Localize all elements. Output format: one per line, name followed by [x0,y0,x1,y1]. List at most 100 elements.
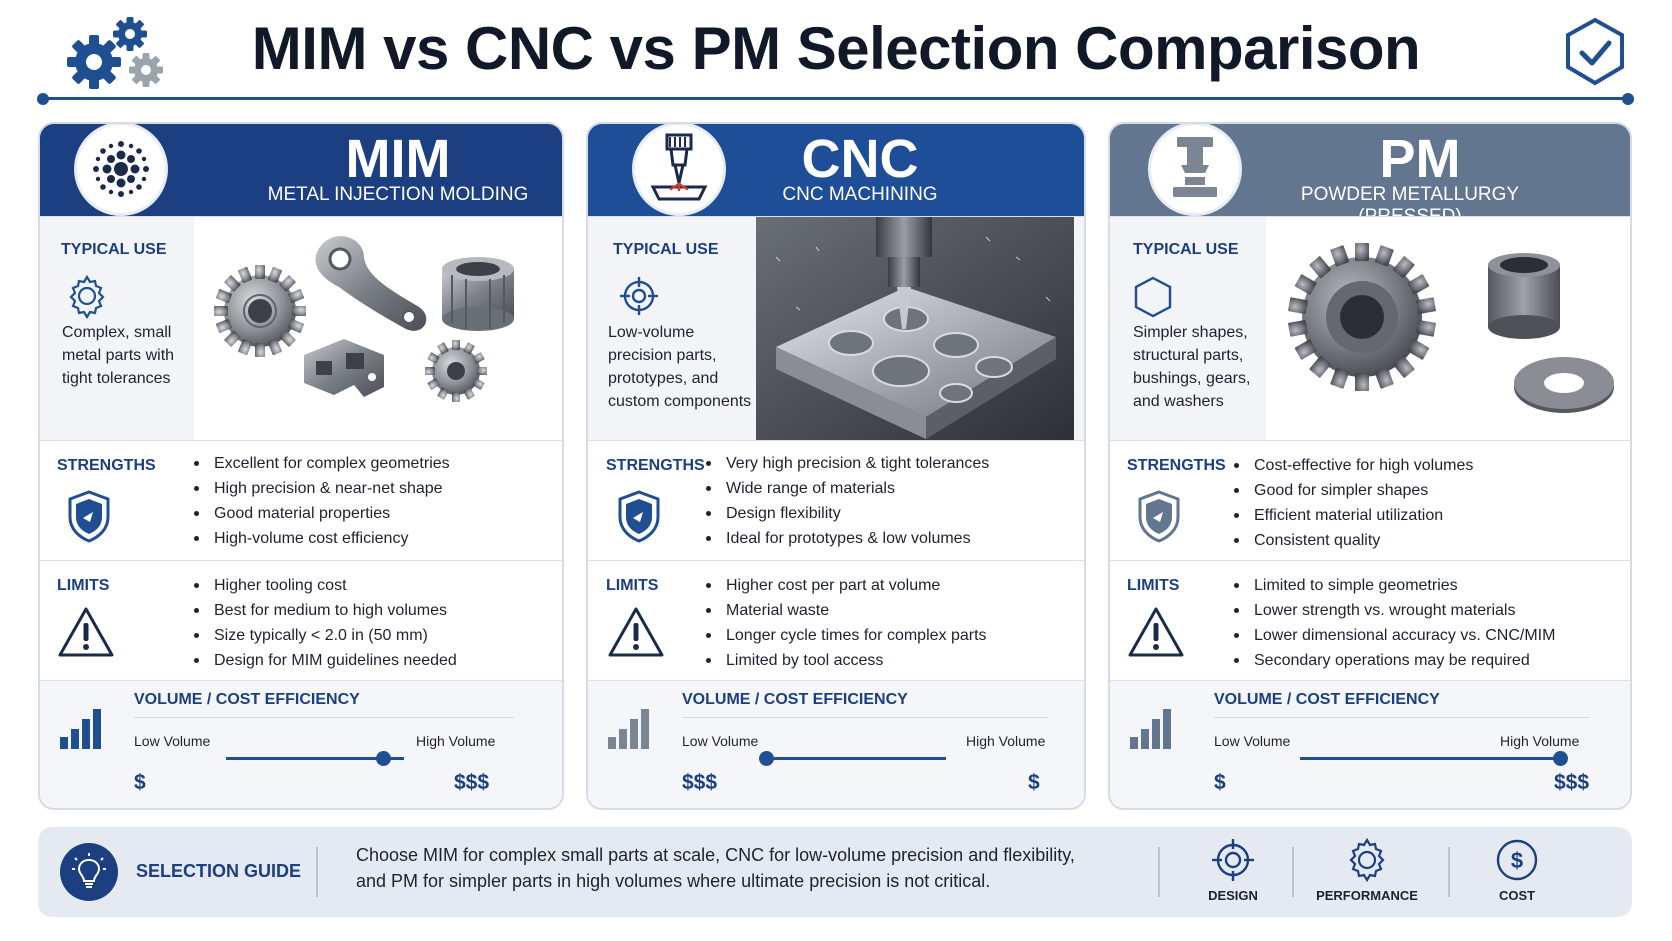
high-cost-label: $$$ [1554,771,1590,794]
list-item: Lower dimensional accuracy vs. CNC/MIM [1232,623,1555,648]
list-item: Very high precision & tight tolerances [704,451,989,476]
shield-icon [1136,489,1182,548]
strengths-section: STRENGTHS Very high precision & tight to… [588,440,1084,560]
volume-slider-track [766,757,946,760]
card-title: MIM [345,129,451,189]
list-item: Best for medium to high volumes [192,598,457,623]
volume-cost-section: VOLUME / COST EFFICIENCY Low Volume High… [588,680,1084,808]
bar-chart-icon [1128,705,1176,756]
strengths-section: STRENGTHS Excellent for complex geometri… [40,440,562,560]
limits-label: LIMITS [57,577,110,594]
card-header: CNC CNC MACHINING [588,124,1084,216]
list-item: Secondary operations may be required [1232,648,1555,673]
strengths-section: STRENGTHS Cost-effective for high volume… [1110,440,1630,560]
gear-outline-icon [64,273,110,324]
strengths-list: Cost-effective for high volumes Good for… [1232,453,1473,553]
svg-text:$: $ [1511,848,1523,873]
criteria-design-label: DESIGN [1208,888,1258,903]
high-volume-label: High Volume [416,733,496,749]
gears-icon [62,14,172,94]
typical-use-text: Simpler shapes, structural parts, bushin… [1133,324,1251,410]
limits-section: LIMITS Higher cost per part at volume Ma… [588,560,1084,680]
card-header: PM POWDER METALLURGY (PRESSED) [1110,124,1630,227]
typical-use-text: Complex, small metal parts with tight to… [62,324,175,387]
typical-use-section: TYPICAL USE Low-volume precision parts, … [588,216,1084,441]
card-subtitle: CNC MACHINING [782,184,938,205]
list-item: Ideal for prototypes & low volumes [704,526,989,551]
volume-cost-label: VOLUME / COST EFFICIENCY [1214,691,1440,708]
limits-section: LIMITS Limited to simple geometries Lowe… [1110,560,1630,680]
card-title: PM [1379,129,1461,189]
list-item: Design for MIM guidelines needed [192,648,457,673]
divider [1158,847,1160,897]
strengths-list: Very high precision & tight tolerances W… [704,451,989,551]
card-title: CNC [801,129,919,189]
list-item: Cost-effective for high volumes [1232,453,1473,478]
lightbulb-icon [60,843,118,901]
shield-icon [616,489,662,548]
card-subtitle: METAL INJECTION MOLDING [267,184,529,205]
volume-slider-knob [375,751,391,766]
list-item: Higher cost per part at volume [704,573,987,598]
press-icon [1148,124,1242,216]
list-item: Material waste [704,598,987,623]
typical-use-label: TYPICAL USE [613,241,719,258]
strengths-list: Excellent for complex geometries High pr… [192,451,450,551]
list-item: Wide range of materials [704,476,989,501]
mim-metal-parts-photo [194,217,562,441]
list-item: Longer cycle times for complex parts [704,623,987,648]
low-volume-label: Low Volume [682,733,759,749]
limits-section: LIMITS Higher tooling cost Best for medi… [40,560,562,680]
shield-icon [66,489,112,548]
low-cost-label: $ [1214,771,1226,794]
list-item: Good for simpler shapes [1232,478,1473,503]
limits-label: LIMITS [1127,577,1180,594]
limits-list: Higher cost per part at volume Material … [704,573,987,673]
typical-use-label: TYPICAL USE [1133,241,1239,258]
bar-chart-icon [58,705,106,756]
strengths-label: STRENGTHS [606,457,705,474]
divider [1292,847,1294,897]
criteria-cost-label: COST [1498,888,1536,903]
list-item: Size typically < 2.0 in (50 mm) [192,623,457,648]
volume-slider-knob [759,751,774,766]
volume-cost-section: VOLUME / COST EFFICIENCY Low Volume High… [1110,680,1630,808]
list-item: Efficient material utilization [1232,503,1473,528]
card-pm: PM POWDER METALLURGY (PRESSED) TYPICAL U… [1108,122,1632,810]
list-item: Excellent for complex geometries [192,451,450,476]
selection-guide-bar: SELECTION GUIDE Choose MIM for complex s… [38,827,1632,917]
low-cost-label: $$$ [682,771,718,794]
divider [316,847,318,897]
high-volume-label: High Volume [966,733,1046,749]
title-divider [42,97,1629,100]
list-item: Good material properties [192,501,450,526]
selection-guide-label: SELECTION GUIDE [136,861,302,881]
card-header: MIM METAL INJECTION MOLDING [40,124,562,216]
low-volume-label: Low Volume [1214,733,1291,749]
volume-cost-label: VOLUME / COST EFFICIENCY [134,691,360,708]
divider [682,717,1048,718]
card-mim: MIM METAL INJECTION MOLDING TYPICAL USE … [38,122,564,810]
low-cost-label: $ [134,771,146,794]
high-volume-label: High Volume [1500,733,1580,749]
hexagon-icon [1132,275,1174,324]
bar-chart-icon [606,705,654,756]
divider-dot-right [1622,93,1634,105]
strengths-label: STRENGTHS [1127,457,1226,474]
list-item: Design flexibility [704,501,989,526]
list-item: Limited by tool access [704,648,987,673]
criteria-performance-label: PERFORMANCE [1316,888,1418,903]
typical-use-label: TYPICAL USE [61,241,167,258]
guide-text-line-1: Choose MIM for complex small parts at sc… [356,845,1075,865]
list-item: Consistent quality [1232,528,1473,553]
volume-cost-label: VOLUME / COST EFFICIENCY [682,691,908,708]
warning-icon [606,605,666,666]
volume-slider-track [226,757,404,760]
limits-list: Limited to simple geometries Lower stren… [1232,573,1555,673]
divider [1448,847,1450,897]
list-item: Limited to simple geometries [1232,573,1555,598]
warning-icon [56,605,116,666]
divider [134,717,514,718]
low-volume-label: Low Volume [134,733,211,749]
typical-use-section: TYPICAL USE Complex, small metal parts w… [40,216,562,441]
